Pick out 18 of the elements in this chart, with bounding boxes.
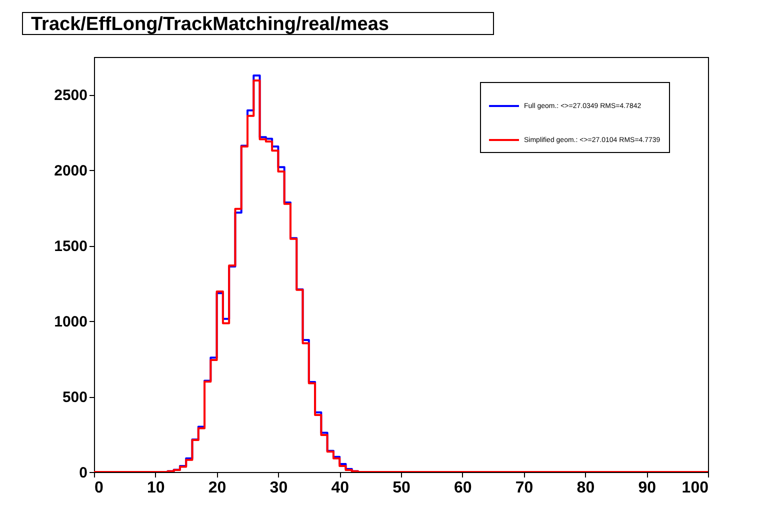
- y-tick-label: 2000: [54, 162, 88, 180]
- x-tick-label: 90: [638, 480, 656, 496]
- y-tick-label: 500: [62, 389, 88, 406]
- y-tick-label: 1000: [54, 314, 88, 331]
- x-tick-label: 10: [147, 480, 165, 496]
- x-tick-label: 80: [576, 480, 595, 496]
- y-tick-label: 2500: [54, 87, 88, 104]
- x-tick-label: 50: [392, 480, 410, 496]
- x-tick-label: 20: [208, 480, 226, 496]
- x-tick-label: 60: [454, 480, 472, 496]
- x-tick-label: 40: [331, 480, 350, 496]
- y-tick-label: 1500: [54, 238, 88, 256]
- x-tick-label: 30: [270, 480, 288, 496]
- x-tick-label: 0: [94, 480, 104, 496]
- x-tick-label: 70: [515, 480, 534, 496]
- chart-title: Track/EffLong/TrackMatching/real/meas: [22, 12, 494, 35]
- x-tick-label: 100: [682, 480, 709, 496]
- y-tick-label: 0: [79, 464, 88, 482]
